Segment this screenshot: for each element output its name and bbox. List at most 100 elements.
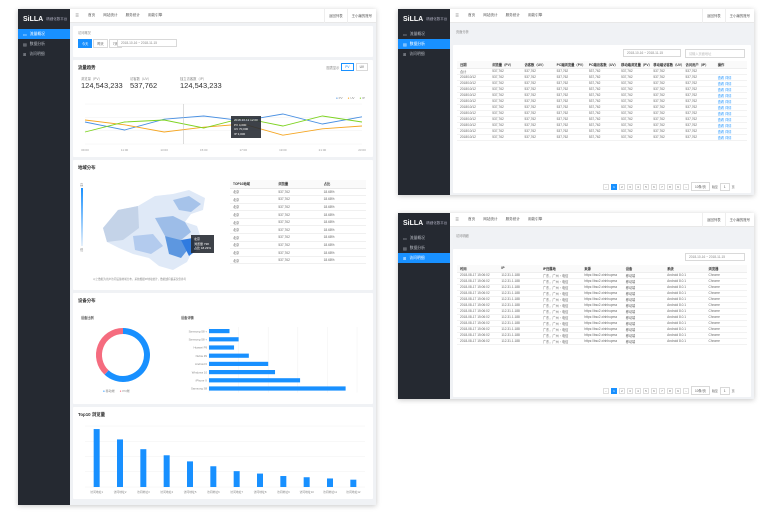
page-size-select[interactable]: 10条/页 [691,386,710,395]
page-button[interactable]: 8 [667,183,673,190]
row-actions-link[interactable]: 查看 详情 [714,104,747,111]
table-cell: 112.31.1.188 [498,320,540,327]
date-range-picker[interactable]: 2018-10-16 ~ 2018-11-15 [685,253,745,261]
row-actions-link[interactable]: 查看 详情 [714,80,747,87]
row-actions-link[interactable]: 查看 详情 [714,134,747,141]
range-yesterday-button[interactable]: 昨天 [93,39,108,48]
table-cell: 移动端 [622,320,665,327]
page-button[interactable]: 8 [667,387,673,394]
page-button[interactable]: 1 [611,183,617,190]
topnav-item-home[interactable]: 首页 [88,13,96,17]
account-menu[interactable]: 王小编的账号 [724,9,754,23]
sidebar-item-visits[interactable]: ⊞ 访问明细 [398,49,450,59]
filter-bar: 访问概况 今天 昨天 7天 2018-10-16 ~ 2018-11-15 [73,26,373,57]
menu-icon[interactable]: ≡ [455,216,459,223]
sidebar-item-overview[interactable]: ▭ 流量概况 [18,29,70,39]
topnav-item-site[interactable]: 网站统计 [483,13,498,17]
goto-input[interactable]: 1 [719,182,730,191]
date-range-picker[interactable]: 2018-10-16 ~ 2018-11-15 [623,49,681,57]
toggle-pv-button[interactable]: PV [341,63,354,71]
sidebar-item-analysis[interactable]: ▤ 数据分析 [18,39,70,49]
row-actions-link[interactable]: 查看 详情 [714,110,747,117]
date-range-picker[interactable]: 2018-10-16 ~ 2018-11-15 [117,39,177,47]
page-button[interactable]: 9 [675,387,681,394]
page-button[interactable]: 3 [627,183,633,190]
menu-icon[interactable]: ≡ [75,12,79,19]
page-button[interactable]: 3 [627,387,633,394]
sidebar-item-visits[interactable]: ⊞ 访问明细 [18,49,70,59]
topnav-item-service[interactable]: 服务统计 [125,13,140,17]
sidebar-item-visits[interactable]: ⊞ 访问明细 [398,253,450,263]
row-actions-link[interactable]: 查看 详情 [714,122,747,129]
back-to-list-button[interactable]: 返回列表 [324,9,347,23]
row-actions-link[interactable]: 查看 详情 [714,86,747,93]
row-actions-link[interactable]: 查看 详情 [714,92,747,99]
sidebar-item-overview[interactable]: ▭ 流量概况 [398,233,450,243]
topnav-item-service[interactable]: 服务统计 [505,13,520,17]
topnav-item-engine[interactable]: 用能引擎 [147,13,163,17]
brand-subtitle: 精细化数平台 [426,16,448,21]
next-page-icon[interactable]: › [683,387,689,394]
page-button[interactable]: 5 [643,183,649,190]
sidebar-item-overview[interactable]: ▭ 流量概况 [398,29,450,39]
toggle-uv-button[interactable]: UV [355,63,368,71]
page-button[interactable]: 6 [651,387,657,394]
page-size-select[interactable]: 10条/页 [691,182,710,191]
table-cell: https://bsc2.xinhhupma [581,332,623,339]
table-cell: 2018/10/12 [457,104,490,111]
row-actions-link[interactable] [714,68,747,75]
back-to-list-button[interactable]: 返回列表 [702,9,725,23]
account-menu[interactable]: 王小编的账号 [346,9,376,23]
page-button[interactable]: 2 [619,183,625,190]
prev-page-icon[interactable]: ‹ [603,183,609,190]
table-cell: 北京 [230,195,276,204]
table-row: 2018/10/12 537,762 537,762 537,762 537,762 53… [457,110,747,117]
menu-icon[interactable]: ≡ [455,12,459,19]
table-cell: 2018/10/12 [457,80,490,87]
page-button[interactable]: 2 [619,387,625,394]
search-input[interactable]: 请输入页面地址 [685,49,745,58]
topnav-item-engine[interactable]: 用能引擎 [527,13,543,17]
page-icon: ▤ [403,245,407,251]
table-cell: 537,762 [650,98,683,105]
page-button[interactable]: 7 [659,387,665,394]
sidebar-item-analysis[interactable]: ▤ 数据分析 [398,39,450,49]
prev-page-icon[interactable]: ‹ [603,387,609,394]
range-today-button[interactable]: 今天 [78,39,93,48]
table-cell: 广东，广州・电信 [539,284,582,291]
page-button[interactable]: 9 [675,183,681,190]
views-bar [93,429,100,487]
page-button[interactable]: 1 [611,387,617,394]
page-button[interactable]: 4 [635,183,641,190]
topnav-item-engine[interactable]: 用能引擎 [527,217,543,221]
page-button[interactable]: 5 [643,387,649,394]
page-button[interactable]: 7 [659,183,665,190]
next-page-icon[interactable]: › [683,183,689,190]
table-cell: 537,762 [489,80,522,87]
table-cell: 537,762 [650,86,683,93]
table-row: 2018-08-17 15:06:02 112.31.1.188 广东，广州・电信 h… [457,290,747,297]
topnav-item-site[interactable]: 网站统计 [103,13,118,17]
page-label: 页面分析 [456,30,469,34]
bar-category-label: 访问地址12 [346,490,361,494]
table-row: 北京 537,762 18.68% [230,203,366,212]
page-button[interactable]: 4 [635,387,641,394]
sidebar-item-analysis[interactable]: ▤ 数据分析 [398,243,450,253]
topnav-item-service[interactable]: 服务统计 [505,217,520,221]
back-to-list-button[interactable]: 返回列表 [702,213,725,227]
account-menu[interactable]: 王小编的账号 [724,213,754,227]
row-actions-link[interactable]: 查看 详情 [714,116,747,123]
goto-input[interactable]: 1 [719,386,730,395]
topnav-item-home[interactable]: 首页 [468,217,476,221]
series-line-uv [84,119,363,136]
table-cell: 537,762 [585,104,619,111]
table-cell: 537,762 [553,74,586,81]
table-cell: 2018/10/12 [457,86,490,93]
page-button[interactable]: 6 [651,183,657,190]
topnav-item-site[interactable]: 网站统计 [483,217,498,221]
row-actions-link[interactable]: 查看 详情 [714,128,747,135]
table-cell: 537,762 [553,116,586,123]
row-actions-link[interactable]: 查看 详情 [714,98,747,105]
topnav-item-home[interactable]: 首页 [468,13,476,17]
row-actions-link[interactable]: 查看 详情 [714,74,747,81]
